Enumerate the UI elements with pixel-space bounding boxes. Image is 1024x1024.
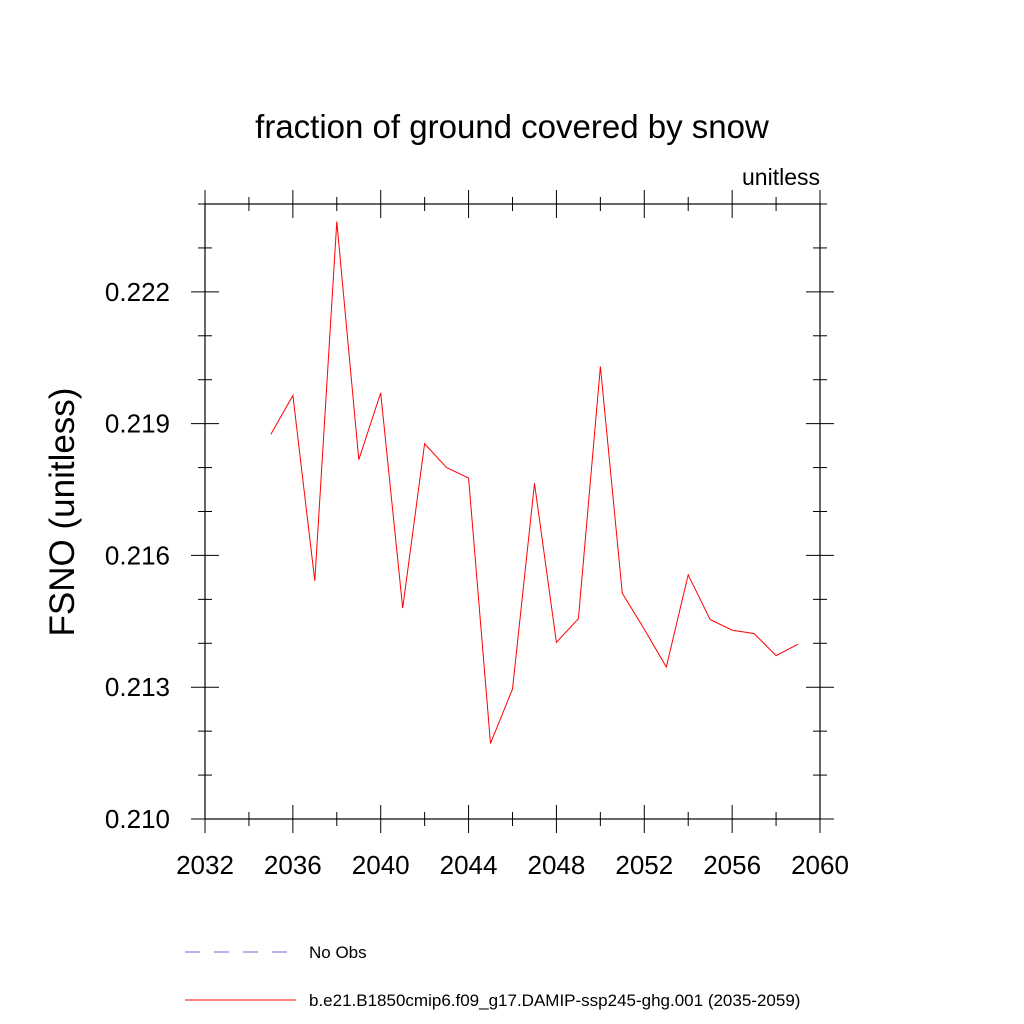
y-tick-labels: 0.210 0.213 0.216 0.219 0.222 xyxy=(105,277,170,834)
chart-title: fraction of ground covered by snow xyxy=(255,108,769,145)
x-tick-label: 2060 xyxy=(791,850,849,880)
legend-label-model: b.e21.B1850cmip6.f09_g17.DAMIP-ssp245-gh… xyxy=(309,991,800,1010)
series-line xyxy=(270,221,799,744)
units-label: unitless xyxy=(742,164,820,190)
y-tick-label: 0.219 xyxy=(105,409,170,439)
legend: No Obs b.e21.B1850cmip6.f09_g17.DAMIP-ss… xyxy=(185,943,800,1010)
y-tick-label: 0.222 xyxy=(105,277,170,307)
y-tick-label: 0.216 xyxy=(105,540,170,570)
y-tick-label: 0.210 xyxy=(105,804,170,834)
x-tick-label: 2056 xyxy=(703,850,761,880)
plot-frame xyxy=(204,203,821,820)
x-tick-labels: 2032 2036 2040 2044 2048 2052 2056 2060 xyxy=(176,850,849,880)
major-ticks xyxy=(191,190,834,833)
x-tick-label: 2032 xyxy=(176,850,234,880)
series-lines xyxy=(270,221,799,744)
y-axis-label: FSNO (unitless) xyxy=(43,388,82,637)
legend-label-no-obs: No Obs xyxy=(309,943,367,962)
x-tick-label: 2048 xyxy=(528,850,586,880)
y-tick-label: 0.213 xyxy=(105,672,170,702)
x-tick-label: 2040 xyxy=(352,850,410,880)
minor-ticks xyxy=(198,197,827,826)
x-tick-label: 2036 xyxy=(264,850,322,880)
x-tick-label: 2052 xyxy=(615,850,673,880)
x-tick-label: 2044 xyxy=(440,850,498,880)
